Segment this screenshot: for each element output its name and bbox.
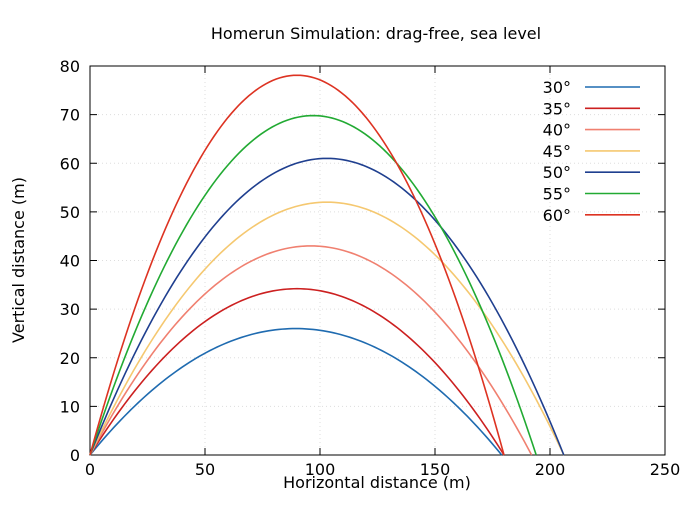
x-axis-label: Horizontal distance (m) xyxy=(283,473,471,492)
legend-label: 45° xyxy=(543,142,571,161)
y-tick-label: 30 xyxy=(60,300,80,319)
series-lines xyxy=(89,74,565,456)
y-tick-label: 20 xyxy=(60,349,80,368)
y-axis-label: Vertical distance (m) xyxy=(9,177,28,343)
legend-label: 50° xyxy=(543,163,571,182)
y-tick-label: 80 xyxy=(60,57,80,76)
y-tick-label: 50 xyxy=(60,203,80,222)
series-line-2 xyxy=(89,287,505,456)
x-tick-label: 150 xyxy=(420,460,451,479)
legend-label: 60° xyxy=(543,206,571,225)
grid xyxy=(90,66,665,455)
x-tick-label: 0 xyxy=(85,460,95,479)
axis-ticks: 0 50 100 150 200 250 0 10 20 30 40 50 60 70 80 xyxy=(60,57,681,479)
x-tick-label: 100 xyxy=(305,460,336,479)
series-line-6 xyxy=(89,114,537,456)
series-line-4 xyxy=(89,201,565,456)
y-tick-label: 60 xyxy=(60,154,80,173)
y-tick-label: 70 xyxy=(60,106,80,125)
x-tick-label: 200 xyxy=(535,460,566,479)
x-tick-label: 250 xyxy=(650,460,681,479)
legend-label: 35° xyxy=(543,99,571,118)
legend-label: 30° xyxy=(543,78,571,97)
chart-title: Homerun Simulation: drag-free, sea level xyxy=(211,24,541,43)
series-line-5 xyxy=(89,157,565,456)
series-line-7 xyxy=(89,74,505,456)
y-tick-label: 10 xyxy=(60,397,80,416)
legend-label: 40° xyxy=(543,121,571,140)
y-tick-label: 0 xyxy=(70,446,80,465)
series-line-3 xyxy=(89,245,533,456)
x-tick-label: 50 xyxy=(195,460,215,479)
legend: 30° 35° 40° 45° 50° 55° 60° xyxy=(543,78,640,225)
series-line-1 xyxy=(89,327,503,456)
y-tick-label: 40 xyxy=(60,252,80,271)
legend-label: 55° xyxy=(543,185,571,204)
